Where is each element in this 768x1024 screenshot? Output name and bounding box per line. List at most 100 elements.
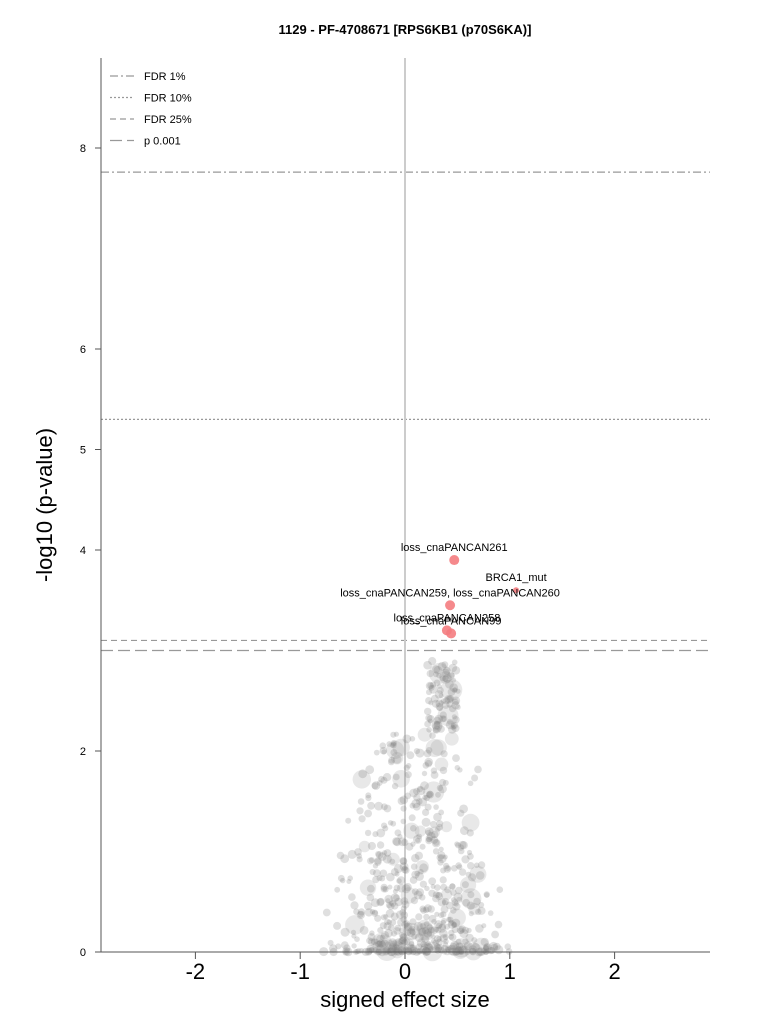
- data-point: [455, 862, 462, 869]
- data-point: [434, 720, 441, 727]
- data-point: [436, 936, 442, 942]
- data-point: [451, 899, 459, 906]
- data-point: [429, 732, 436, 739]
- data-point: [377, 939, 386, 948]
- data-point: [387, 945, 397, 954]
- data-point: [384, 918, 391, 925]
- data-point: [403, 938, 411, 946]
- data-point: [409, 736, 416, 742]
- x-axis-ticks: -2 -1 0 1 2: [186, 951, 621, 984]
- data-point: [428, 684, 435, 691]
- data-point: [434, 920, 443, 929]
- data-point: [452, 754, 460, 762]
- data-point: [438, 700, 444, 706]
- significant-point: [513, 587, 520, 594]
- data-point: [436, 672, 442, 679]
- data-point: [437, 661, 447, 671]
- data-point: [438, 784, 447, 794]
- data-point: [392, 770, 410, 788]
- data-point: [443, 865, 452, 873]
- data-point: [404, 929, 412, 936]
- data-point: [393, 837, 402, 847]
- data-point: [366, 893, 375, 902]
- data-point: [382, 850, 388, 856]
- data-point: [432, 839, 440, 846]
- data-point: [430, 884, 436, 889]
- data-point: [390, 930, 398, 937]
- data-point: [340, 877, 346, 884]
- significant-points: [441, 555, 520, 639]
- data-point: [430, 771, 439, 779]
- data-point: [375, 940, 384, 948]
- x-tick-label: 0: [399, 959, 411, 984]
- data-point: [393, 884, 401, 892]
- data-point: [462, 898, 471, 907]
- data-point: [442, 779, 449, 786]
- data-point: [460, 876, 477, 894]
- data-point: [402, 865, 408, 871]
- data-point: [392, 837, 401, 846]
- data-point: [403, 920, 410, 927]
- data-point: [456, 926, 465, 934]
- data-point: [421, 927, 429, 935]
- data-point: [372, 942, 379, 949]
- data-point: [421, 935, 430, 944]
- data-point: [440, 867, 447, 874]
- data-point: [416, 785, 424, 793]
- data-point: [430, 681, 437, 688]
- data-point: [445, 695, 453, 703]
- data-point: [371, 910, 379, 917]
- data-point: [451, 724, 460, 733]
- data-point: [447, 916, 454, 923]
- data-point: [475, 924, 484, 933]
- data-point: [475, 871, 485, 880]
- data-point: [368, 857, 375, 864]
- data-point: [428, 889, 436, 897]
- data-point: [428, 926, 435, 934]
- data-point: [440, 698, 447, 704]
- data-point: [368, 938, 376, 946]
- data-point: [397, 883, 406, 893]
- data-point: [442, 675, 449, 682]
- data-point: [439, 711, 447, 719]
- data-point: [424, 942, 430, 948]
- data-point: [427, 718, 433, 724]
- data-point: [465, 871, 472, 878]
- data-point: [447, 945, 453, 951]
- data-point: [351, 943, 357, 949]
- data-point: [374, 801, 384, 811]
- data-point: [463, 941, 473, 951]
- data-point: [448, 920, 455, 926]
- data-point: [390, 919, 397, 926]
- data-point: [450, 889, 457, 896]
- data-point: [433, 720, 443, 730]
- data-point: [461, 926, 470, 934]
- data-point: [411, 799, 421, 809]
- data-point: [387, 884, 393, 890]
- data-point: [376, 940, 383, 946]
- data-point: [371, 781, 381, 790]
- data-point: [409, 876, 418, 884]
- data-point: [346, 879, 352, 884]
- data-point: [441, 917, 447, 924]
- data-point: [371, 782, 379, 790]
- data-point: [430, 934, 436, 940]
- point-label: loss_cnaPANCAN99: [401, 615, 502, 627]
- data-point: [327, 939, 334, 946]
- data-point: [430, 767, 438, 774]
- data-point: [416, 786, 426, 796]
- data-point: [396, 878, 402, 884]
- data-point: [440, 821, 453, 833]
- data-point: [391, 782, 399, 790]
- data-point: [449, 672, 455, 678]
- data-point: [432, 848, 440, 855]
- data-point: [378, 852, 387, 861]
- data-point: [358, 840, 371, 853]
- data-point: [457, 844, 465, 851]
- data-point: [480, 937, 489, 947]
- data-point: [435, 944, 445, 953]
- data-point: [386, 919, 392, 925]
- data-point: [347, 849, 357, 859]
- x-axis-label: signed effect size: [320, 987, 490, 1012]
- data-point: [411, 870, 420, 879]
